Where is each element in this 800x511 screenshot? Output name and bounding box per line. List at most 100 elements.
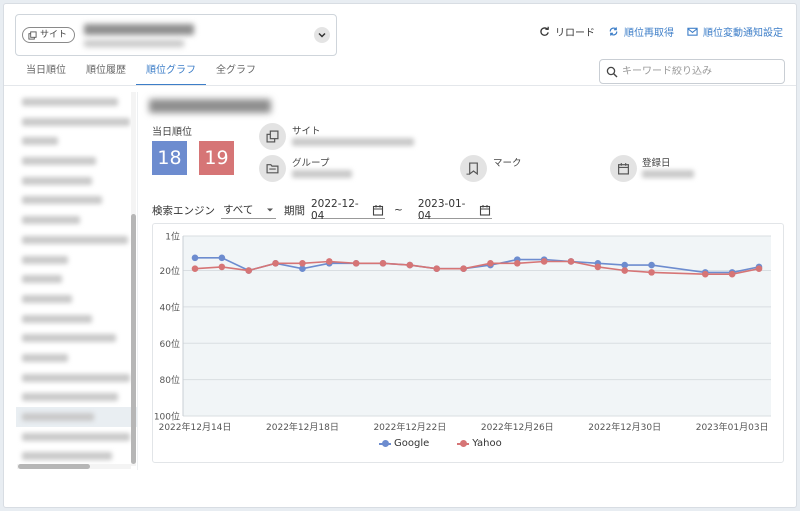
sidebar-keyword-item[interactable] (16, 446, 137, 466)
registered-value-redacted (642, 170, 694, 178)
data-point-yahoo (567, 258, 575, 265)
sidebar-keyword-item[interactable] (16, 309, 137, 329)
mark-value: - (466, 169, 470, 180)
site-name-redacted (84, 24, 194, 35)
group-info-label: グループ (292, 158, 330, 169)
data-point-yahoo (433, 265, 441, 273)
sites-icon (28, 30, 37, 40)
caret-down-icon (267, 208, 273, 211)
keyword-name-redacted (22, 275, 62, 284)
y-tick-label: 40位 (160, 301, 180, 313)
bookmark-icon (469, 162, 478, 175)
keyword-name-redacted (22, 235, 128, 244)
rank-chart: 1位 20位 40位 60位 80位 100位 2022年12月14日 2022年12月18日… (152, 223, 784, 463)
sidebar-keyword-item[interactable] (16, 92, 137, 112)
data-point-yahoo (218, 263, 226, 271)
data-point-google (621, 261, 629, 269)
group-value-redacted (292, 170, 352, 178)
calendar-icon (479, 204, 490, 216)
plot-area (183, 236, 771, 416)
site-chip: サイト (22, 27, 76, 43)
data-point-yahoo (272, 259, 279, 267)
notify-settings-button[interactable]: 順位変動通知設定 (687, 24, 783, 39)
legend-item-google[interactable]: Google (379, 438, 429, 449)
sidebar-keyword-item[interactable] (16, 348, 137, 368)
group-info-icon (259, 155, 286, 182)
tab-rank-graph[interactable]: 順位グラフ (136, 56, 206, 86)
reload-button[interactable]: リロード (539, 24, 595, 39)
x-tick-label: 2022年12月22日 (373, 421, 446, 433)
data-point-yahoo (245, 267, 253, 274)
sidebar-keyword-item[interactable] (16, 328, 137, 348)
data-point-google (648, 261, 655, 269)
site-selector[interactable]: サイト (15, 14, 337, 56)
data-point-yahoo (728, 270, 736, 278)
folder-icon (266, 164, 279, 174)
data-point-yahoo (487, 259, 494, 267)
reload-icon (540, 26, 549, 36)
sidebar-keyword-item[interactable] (16, 250, 137, 270)
site-info-icon (259, 123, 286, 150)
keyword-name-redacted (22, 196, 102, 205)
sidebar-horizontal-scrollbar[interactable] (18, 464, 90, 469)
legend-swatch (457, 440, 470, 448)
date-from-value: 2022-12-04 (311, 197, 359, 222)
sidebar-keyword-item[interactable] (16, 151, 137, 171)
date-from-field[interactable]: 2022-12-04 (311, 197, 385, 222)
sidebar-keyword-item[interactable] (16, 190, 137, 210)
keyword-name-redacted (22, 314, 92, 323)
y-tick-label: 60位 (160, 338, 180, 350)
search-icon (606, 66, 618, 77)
site-dropdown-button[interactable] (314, 27, 330, 43)
engine-select[interactable]: すべて (221, 201, 276, 219)
data-point-google (218, 254, 226, 262)
sidebar-keyword-item[interactable] (16, 131, 137, 151)
keyword-filter-input[interactable] (622, 66, 772, 77)
tab-today-rank[interactable]: 当日順位 (26, 65, 66, 76)
keyword-title-redacted (149, 99, 271, 113)
sidebar-keyword-item[interactable] (16, 289, 137, 309)
legend-item-yahoo[interactable]: Yahoo (457, 438, 502, 449)
data-point-yahoo (755, 265, 763, 273)
data-point-yahoo (621, 267, 629, 274)
tab-bar: 当日順位 順位履歴 順位グラフ 全グラフ (16, 56, 266, 86)
engine-label: 検索エンジン (152, 204, 215, 217)
data-point-yahoo (406, 261, 414, 269)
y-tick-label: 20位 (160, 265, 180, 277)
sidebar-keyword-item[interactable] (16, 230, 137, 250)
keyword-name-redacted (22, 432, 130, 441)
x-tick-label: 2022年12月30日 (588, 421, 661, 433)
chart-filters: 検索エンジン すべて 期間 2022-12-04 ~ 2023-01-04 (152, 197, 492, 222)
today-rank-label: 当日順位 (152, 127, 192, 138)
sidebar-keyword-item[interactable] (16, 112, 137, 132)
y-tick-label: 1位 (165, 231, 180, 243)
data-point-yahoo (460, 265, 467, 273)
sidebar-keyword-item[interactable] (16, 210, 137, 230)
sidebar-vertical-scrollbar[interactable] (131, 214, 136, 464)
registered-info-label: 登録日 (642, 158, 671, 169)
refetch-rank-button[interactable]: 順位再取得 (608, 24, 674, 39)
tab-rank-history[interactable]: 順位履歴 (86, 65, 126, 76)
keyword-name-redacted (22, 373, 130, 382)
keyword-name-redacted (22, 176, 92, 185)
date-separator: ~ (394, 204, 403, 216)
site-info-label: サイト (292, 126, 321, 137)
sidebar-keyword-item[interactable] (16, 171, 137, 191)
tab-all-graphs[interactable]: 全グラフ (216, 65, 256, 76)
x-tick-label: 2022年12月26日 (481, 421, 554, 433)
keyword-name-redacted (22, 137, 58, 146)
keyword-name-redacted (22, 216, 80, 225)
sidebar-keyword-item[interactable] (16, 427, 137, 447)
x-tick-label: 2023年01月03日 (696, 421, 769, 433)
sidebar-keyword-item[interactable] (16, 269, 137, 289)
keyword-filter[interactable] (599, 59, 785, 84)
keyword-name-redacted (22, 353, 68, 362)
app-window: サイト リロード 順位再取得 順位変動通知設定 当日順位 順位履歴 順位グラフ … (3, 3, 797, 508)
date-to-field[interactable]: 2023-01-04 (417, 198, 492, 222)
toolbar-actions: リロード 順位再取得 順位変動通知設定 (539, 24, 783, 39)
sidebar-keyword-item[interactable] (16, 387, 137, 407)
keyword-name-redacted (22, 393, 118, 402)
mail-icon (687, 27, 698, 36)
sidebar-keyword-item[interactable] (16, 407, 137, 427)
sidebar-keyword-item[interactable] (16, 368, 137, 388)
